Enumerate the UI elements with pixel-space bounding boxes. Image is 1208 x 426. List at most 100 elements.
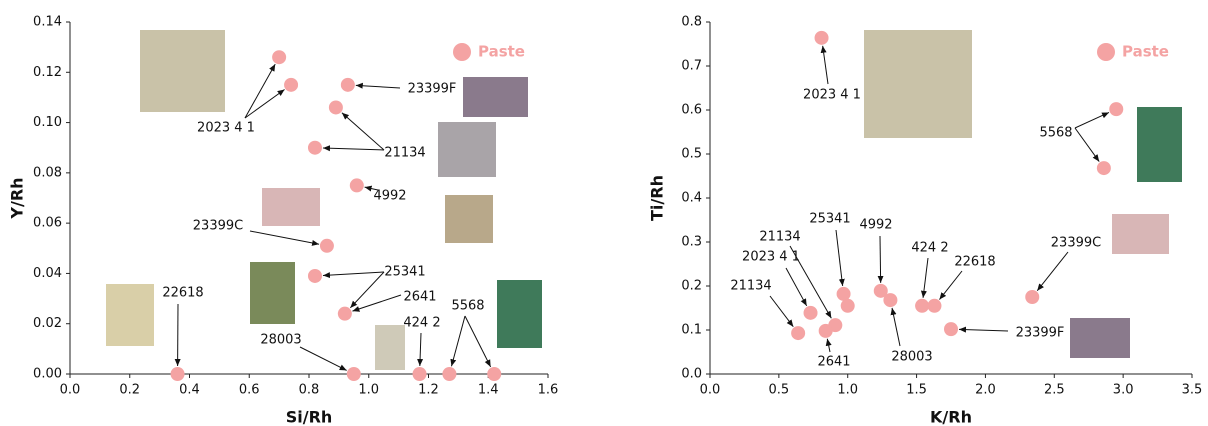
annotation: 25341 [809,212,850,227]
annotation-arrow [836,230,843,286]
annotation: 23399F [408,82,457,97]
annotation-arrow [420,333,421,366]
annotation-arrow [1075,112,1109,128]
photo [438,122,496,177]
point [350,178,364,192]
annotation-arrow [923,258,928,298]
annotation-arrow [323,148,384,150]
point [341,78,355,92]
annotation: 2023 4 1 [742,250,800,265]
x-tick-label: 1.0 [358,383,379,398]
annotation-arrow [250,231,319,244]
annotation-arrow [827,339,830,352]
y-axis-title: Ti/Rh [648,175,667,221]
annotation: 5568 [451,299,484,314]
annotation: 2023 4 1 [803,88,861,103]
x-axis-title: K/Rh [930,408,972,426]
photos [106,30,1182,370]
x-tick-label: 0.2 [119,383,140,398]
point [927,299,941,313]
page: 0.00.20.40.60.81.01.21.41.60.000.020.040… [0,0,1208,426]
point [442,367,456,381]
x-tick-label: 0.6 [239,383,260,398]
y-tick-label: 0.14 [33,15,62,30]
x-tick-label: 0.5 [769,383,790,398]
annotation: 424 2 [403,316,440,331]
point [841,299,855,313]
y-tick-label: 0.08 [33,165,62,180]
annotation-arrow [823,46,828,84]
annotation: 23399C [193,219,243,234]
x-axis-title: Si/Rh [286,408,333,426]
y-tick-label: 0.7 [681,59,702,74]
point [883,293,897,307]
annotation-arrow [939,271,962,300]
annotation-arrow [356,85,400,88]
annotation: 424 2 [911,241,948,256]
y-tick-label: 0.2 [681,279,702,294]
point [1025,290,1039,304]
x-tick-label: 2.5 [1044,383,1065,398]
point [487,367,501,381]
y-tick-label: 0.10 [33,115,62,130]
x-tick-label: 0.4 [179,383,200,398]
annotation: 2023 4 1 [197,121,255,136]
point [338,307,352,321]
photo [1070,318,1130,358]
y-tick-label: 0.8 [681,15,702,30]
legend-marker [1097,43,1115,61]
annotation: 5568 [1039,126,1072,141]
x-tick-label: 1.4 [478,383,499,398]
point [1109,102,1123,116]
annotation-arrow [1037,252,1068,291]
y-tick-label: 0.12 [33,65,62,80]
annotation-arrow [880,236,881,283]
y-tick-label: 0.00 [33,367,62,382]
point [308,269,322,283]
annotation: 25341 [384,265,425,280]
y-tick-label: 0.6 [681,103,702,118]
x-tick-label: 1.5 [906,383,927,398]
annotation: 2641 [817,355,850,370]
annotation-arrow [959,329,1008,331]
photo [1137,107,1182,182]
point [804,306,818,320]
y-tick-label: 0.4 [681,191,702,206]
photo [1112,214,1169,254]
y-tick-label: 0.04 [33,266,62,281]
annotation: 28003 [891,350,932,365]
annotation-arrow [451,316,465,366]
annotation-arrow [770,296,793,327]
point [171,367,185,381]
point [320,239,334,253]
photo [140,30,225,112]
y-tick-label: 0.0 [681,367,702,382]
point [413,367,427,381]
annotation-arrow [892,308,900,346]
annotation: 22618 [954,255,995,270]
annotation: 4992 [859,218,892,233]
y-tick-label: 0.02 [33,316,62,331]
y-axis-title: Y/Rh [8,177,27,219]
annotation: 21134 [759,230,800,245]
x-tick-label: 1.6 [538,383,559,398]
photo [445,195,493,243]
annotation-arrow [1075,128,1099,162]
photo [262,188,320,226]
point [347,367,361,381]
annotation: 21134 [384,146,425,161]
annotation: 21134 [730,279,771,294]
legend-marker [453,43,471,61]
x-tick-label: 1.0 [837,383,858,398]
x-tick-label: 0.0 [700,383,721,398]
y-tick-label: 0.5 [681,147,702,162]
point [837,287,851,301]
x-tick-label: 3.5 [1182,383,1203,398]
y-tick-label: 0.3 [681,235,702,250]
annotation-arrow [323,272,384,275]
x-tick-label: 0.0 [60,383,81,398]
annotation-arrow [465,316,491,367]
photo [497,280,542,348]
figure: 0.00.20.40.60.81.01.21.41.60.000.020.040… [0,0,1208,426]
annotation-arrow [245,90,285,118]
